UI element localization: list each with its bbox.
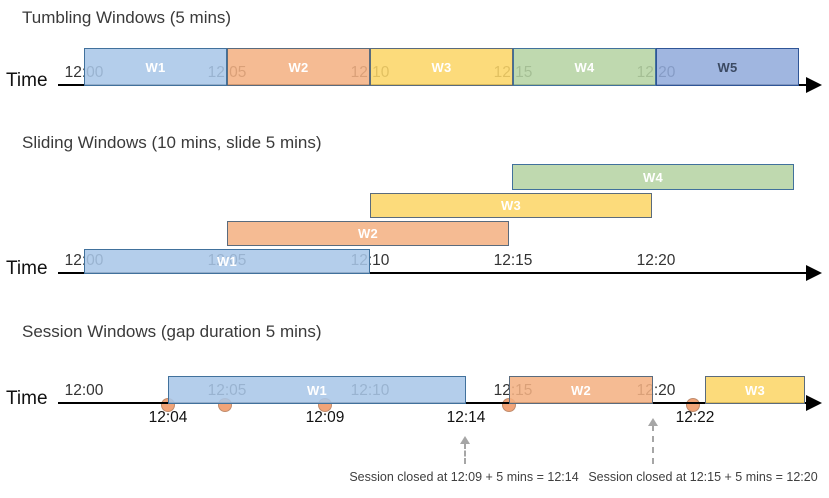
session-axis-arrowhead-icon [806, 395, 822, 411]
tumbling-section-title: Tumbling Windows (5 mins) [22, 8, 232, 27]
tumbling-window-w5: W5 [656, 48, 799, 86]
window-label: W3 [744, 382, 766, 398]
window-label: W2 [288, 59, 309, 75]
sliding-tick-label: 12:15 [493, 252, 533, 269]
sliding-section-title: Sliding Windows (10 mins, slide 5 mins) [22, 133, 322, 152]
window-label: W2 [570, 382, 592, 398]
annotation-arrow-icon [648, 418, 658, 426]
window-label: W4 [574, 59, 595, 75]
session-time-axis-label: Time [6, 388, 48, 409]
annotation-arrow-stem [652, 425, 654, 464]
session-window-w3: W3 [705, 376, 805, 404]
annotation-text: Session closed at 12:15 + 5 mins = 12:20 [588, 470, 818, 484]
event-dot [686, 398, 700, 412]
annotation-text: Session closed at 12:09 + 5 mins = 12:14 [349, 470, 579, 484]
sliding-window-w2: W2 [227, 221, 509, 246]
tumbling-window-w4: W4 [513, 48, 656, 86]
tumbling-window-w3: W3 [370, 48, 513, 86]
window-label: W5 [717, 59, 738, 75]
window-label: W2 [357, 226, 379, 241]
sliding-tick-label: 12:20 [636, 252, 676, 269]
tumbling-time-axis-label: Time [6, 70, 48, 91]
session-tick-label: 12:00 [64, 382, 104, 399]
event-time-label: 12:04 [148, 409, 188, 426]
session-section-title: Session Windows (gap duration 5 mins) [22, 322, 322, 341]
annotation-arrow-stem [464, 443, 466, 464]
event-time-label: 12:09 [305, 409, 345, 426]
window-label: W1 [306, 382, 328, 398]
annotation-arrow-icon [460, 436, 470, 444]
tumbling-axis-arrowhead-icon [806, 77, 822, 93]
session-window-w2: W2 [509, 376, 653, 404]
sliding-window-w1: W1 [84, 249, 370, 274]
event-time-label: 12:22 [675, 409, 715, 426]
session-window-w1: W1 [168, 376, 466, 404]
sliding-window-w3: W3 [370, 193, 652, 218]
window-label: W3 [500, 198, 522, 213]
window-label: W1 [216, 254, 238, 269]
window-label: W1 [145, 59, 166, 75]
sliding-window-w4: W4 [512, 164, 794, 190]
window-label: W4 [642, 169, 664, 185]
tumbling-window-w2: W2 [227, 48, 370, 86]
tumbling-window-w1: W1 [84, 48, 227, 86]
sliding-time-axis-label: Time [6, 258, 48, 279]
sliding-axis-arrowhead-icon [806, 265, 822, 281]
event-time-label: 12:14 [446, 409, 486, 426]
window-label: W3 [431, 59, 452, 75]
sliding-time-axis [58, 272, 810, 274]
